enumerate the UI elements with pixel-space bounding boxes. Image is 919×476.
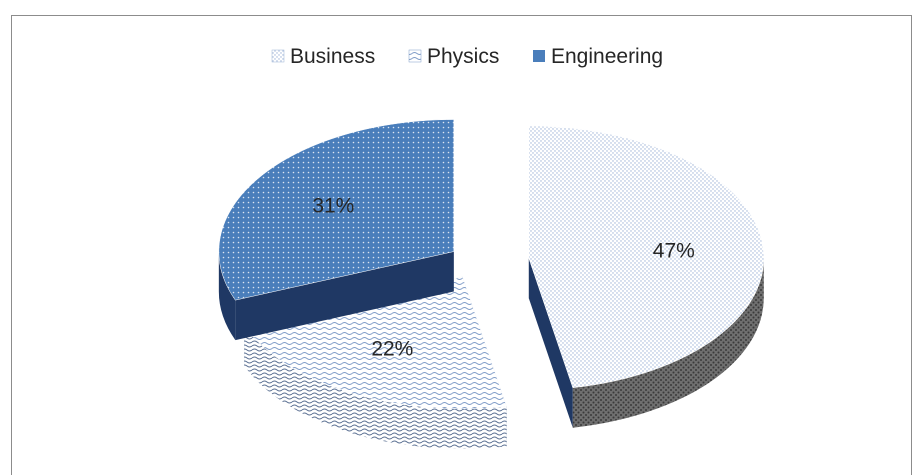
slice-wall-engineering-0 [235,251,454,341]
slice-top-physics [243,276,507,409]
slice-side-physics-0 [244,325,507,449]
legend-label-business: Business [290,45,375,68]
slice-top-engineering [218,119,455,301]
data-labels: 47% 22% 31% [312,195,695,361]
pie-chart: Business Physics Engineering 47% 22% 31% [218,45,764,449]
data-label-physics: 22% [371,337,413,360]
data-label-engineering: 31% [312,195,354,218]
legend-swatch-business [271,49,285,63]
slice-side-business-0 [572,258,764,428]
legend-swatch-physics [408,49,422,63]
legend-label-engineering: Engineering [551,45,663,68]
pie-slice-engineering [218,119,455,341]
pie-slice-business [528,125,764,428]
legend: Business Physics Engineering [271,45,663,68]
data-label-business: 47% [653,239,695,262]
legend-label-physics: Physics [427,45,499,68]
slice-top-business [528,125,764,388]
chart-frame: Business Physics Engineering 47% 22% 31% [11,15,912,475]
pie-slices [218,119,764,449]
slice-side-engineering-0 [218,251,236,341]
slice-wall-business-1 [528,258,573,428]
legend-swatch-engineering [533,50,545,62]
